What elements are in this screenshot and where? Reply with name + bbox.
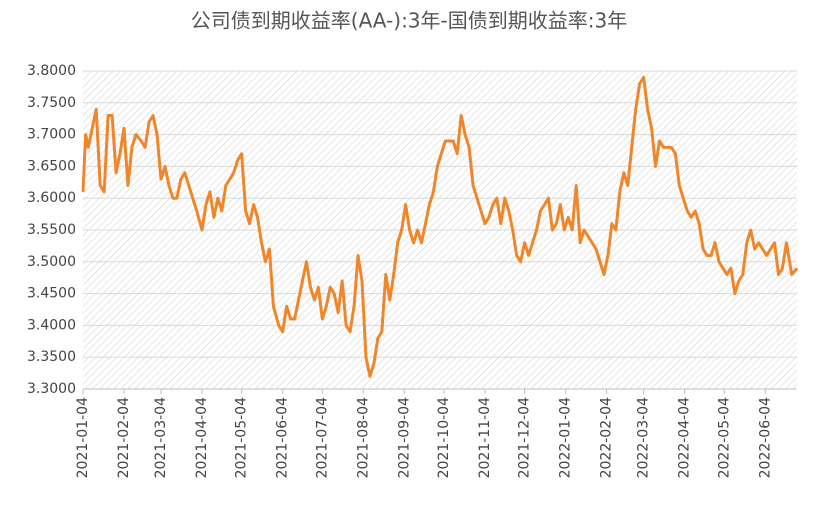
x-tick-label: 2021-06-04 <box>275 397 291 478</box>
x-tick-label: 2021-01-04 <box>75 397 91 478</box>
x-tick-label: 2021-11-04 <box>477 397 493 478</box>
x-tick-label: 2021-09-04 <box>396 397 412 478</box>
y-tick-label: 3.5500 <box>27 222 76 238</box>
x-tick-label: 2022-03-04 <box>636 397 652 478</box>
x-tick-label: 2022-06-04 <box>757 397 773 478</box>
x-tick-label: 2021-07-04 <box>314 397 330 478</box>
y-tick-label: 3.4000 <box>27 317 76 333</box>
y-tick-label: 3.6500 <box>27 158 76 174</box>
x-tick-label: 2021-10-04 <box>436 397 452 478</box>
chart-title: 公司债到期收益率(AA-):3年-国债到期收益率:3年 <box>191 9 627 33</box>
y-tick-label: 3.7500 <box>27 95 76 111</box>
x-tick-label: 2022-05-04 <box>716 397 732 478</box>
x-tick-label: 2021-12-04 <box>517 397 533 478</box>
x-tick-label: 2021-05-04 <box>234 397 250 478</box>
x-tick-label: 2022-02-04 <box>599 397 615 478</box>
y-tick-label: 3.3000 <box>27 381 76 397</box>
data-line <box>81 75 799 378</box>
y-tick-label: 3.3500 <box>27 349 76 365</box>
x-tick-label: 2021-03-04 <box>153 397 169 478</box>
y-tick-label: 3.8000 <box>27 63 76 79</box>
x-tick-label: 2022-01-04 <box>558 397 574 478</box>
x-tick-label: 2022-04-04 <box>677 397 693 478</box>
x-tick-label: 2021-08-04 <box>355 397 371 478</box>
y-tick-label: 3.7000 <box>27 127 76 143</box>
y-tick-label: 3.5000 <box>27 254 76 270</box>
y-tick-label: 3.4500 <box>27 286 76 302</box>
x-tick-label: 2021-04-04 <box>194 397 210 478</box>
x-tick-label: 2021-02-04 <box>116 397 132 478</box>
y-tick-label: 3.6000 <box>27 190 76 206</box>
